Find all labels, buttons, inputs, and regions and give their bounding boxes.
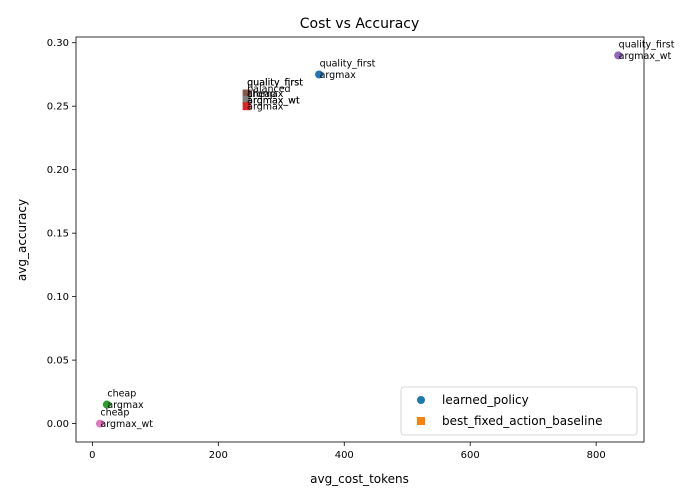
x-tick-label: 800	[587, 450, 606, 461]
point-annotation: quality_first	[247, 77, 303, 88]
y-axis-label: avg_accuracy	[15, 199, 29, 281]
point-annotation: argmax	[247, 89, 284, 100]
y-tick-label: 0.25	[47, 102, 69, 113]
point-annotation: quality_first	[619, 39, 675, 50]
data-point-circle	[614, 51, 623, 60]
y-tick-label: 0.10	[47, 292, 69, 303]
point-annotation: argmax	[107, 400, 144, 411]
chart-title: Cost vs Accuracy	[300, 16, 420, 32]
point-annotation: argmax_wt	[619, 51, 672, 62]
x-tick-label: 400	[335, 450, 354, 461]
plot-area: 0 200 400 600 800 0.00 0.05 0.10 0.15 0.20 0.25 0.3…	[47, 36, 675, 461]
point-annotation: cheap	[100, 408, 129, 419]
point-annotation: quality_first	[320, 58, 376, 69]
legend-label: best_fixed_action_baseline	[442, 414, 602, 428]
point-annotation: argmax_wt	[247, 95, 300, 106]
x-tick-label: 600	[461, 450, 480, 461]
legend-box	[400, 386, 638, 436]
point-annotation: argmax	[320, 70, 357, 81]
legend-marker-circle	[417, 396, 425, 404]
y-tick-label: 0.30	[47, 38, 69, 49]
data-point-square	[242, 89, 251, 98]
point-annotation: balanced	[247, 84, 290, 95]
point-annotation: argmax_wt	[247, 95, 300, 106]
point-annotation: cheap	[247, 89, 276, 100]
y-tick-label: 0.00	[47, 419, 69, 430]
point-annotation: argmax_wt	[100, 419, 153, 430]
point-annotation: argmax	[247, 102, 284, 113]
axes-frame	[75, 36, 645, 443]
data-point-square	[242, 102, 251, 111]
legend: learned_policy best_fixed_action_baseline	[400, 386, 638, 436]
y-tick-label: 0.15	[47, 229, 69, 240]
point-annotation: cheap	[107, 389, 136, 400]
legend-marker-square	[417, 417, 425, 425]
x-tick-label: 200	[209, 450, 228, 461]
point-annotation: quality_first	[247, 77, 303, 88]
data-point-circle	[102, 400, 111, 409]
legend-label: learned_policy	[442, 393, 529, 407]
x-axis-label: avg_cost_tokens	[310, 472, 409, 486]
data-point-square	[242, 95, 251, 104]
data-point-circle	[315, 70, 324, 79]
data-point-circle	[95, 419, 104, 428]
y-tick-label: 0.05	[47, 356, 69, 367]
x-tick-label: 0	[89, 450, 95, 461]
y-tick-label: 0.20	[47, 165, 69, 176]
